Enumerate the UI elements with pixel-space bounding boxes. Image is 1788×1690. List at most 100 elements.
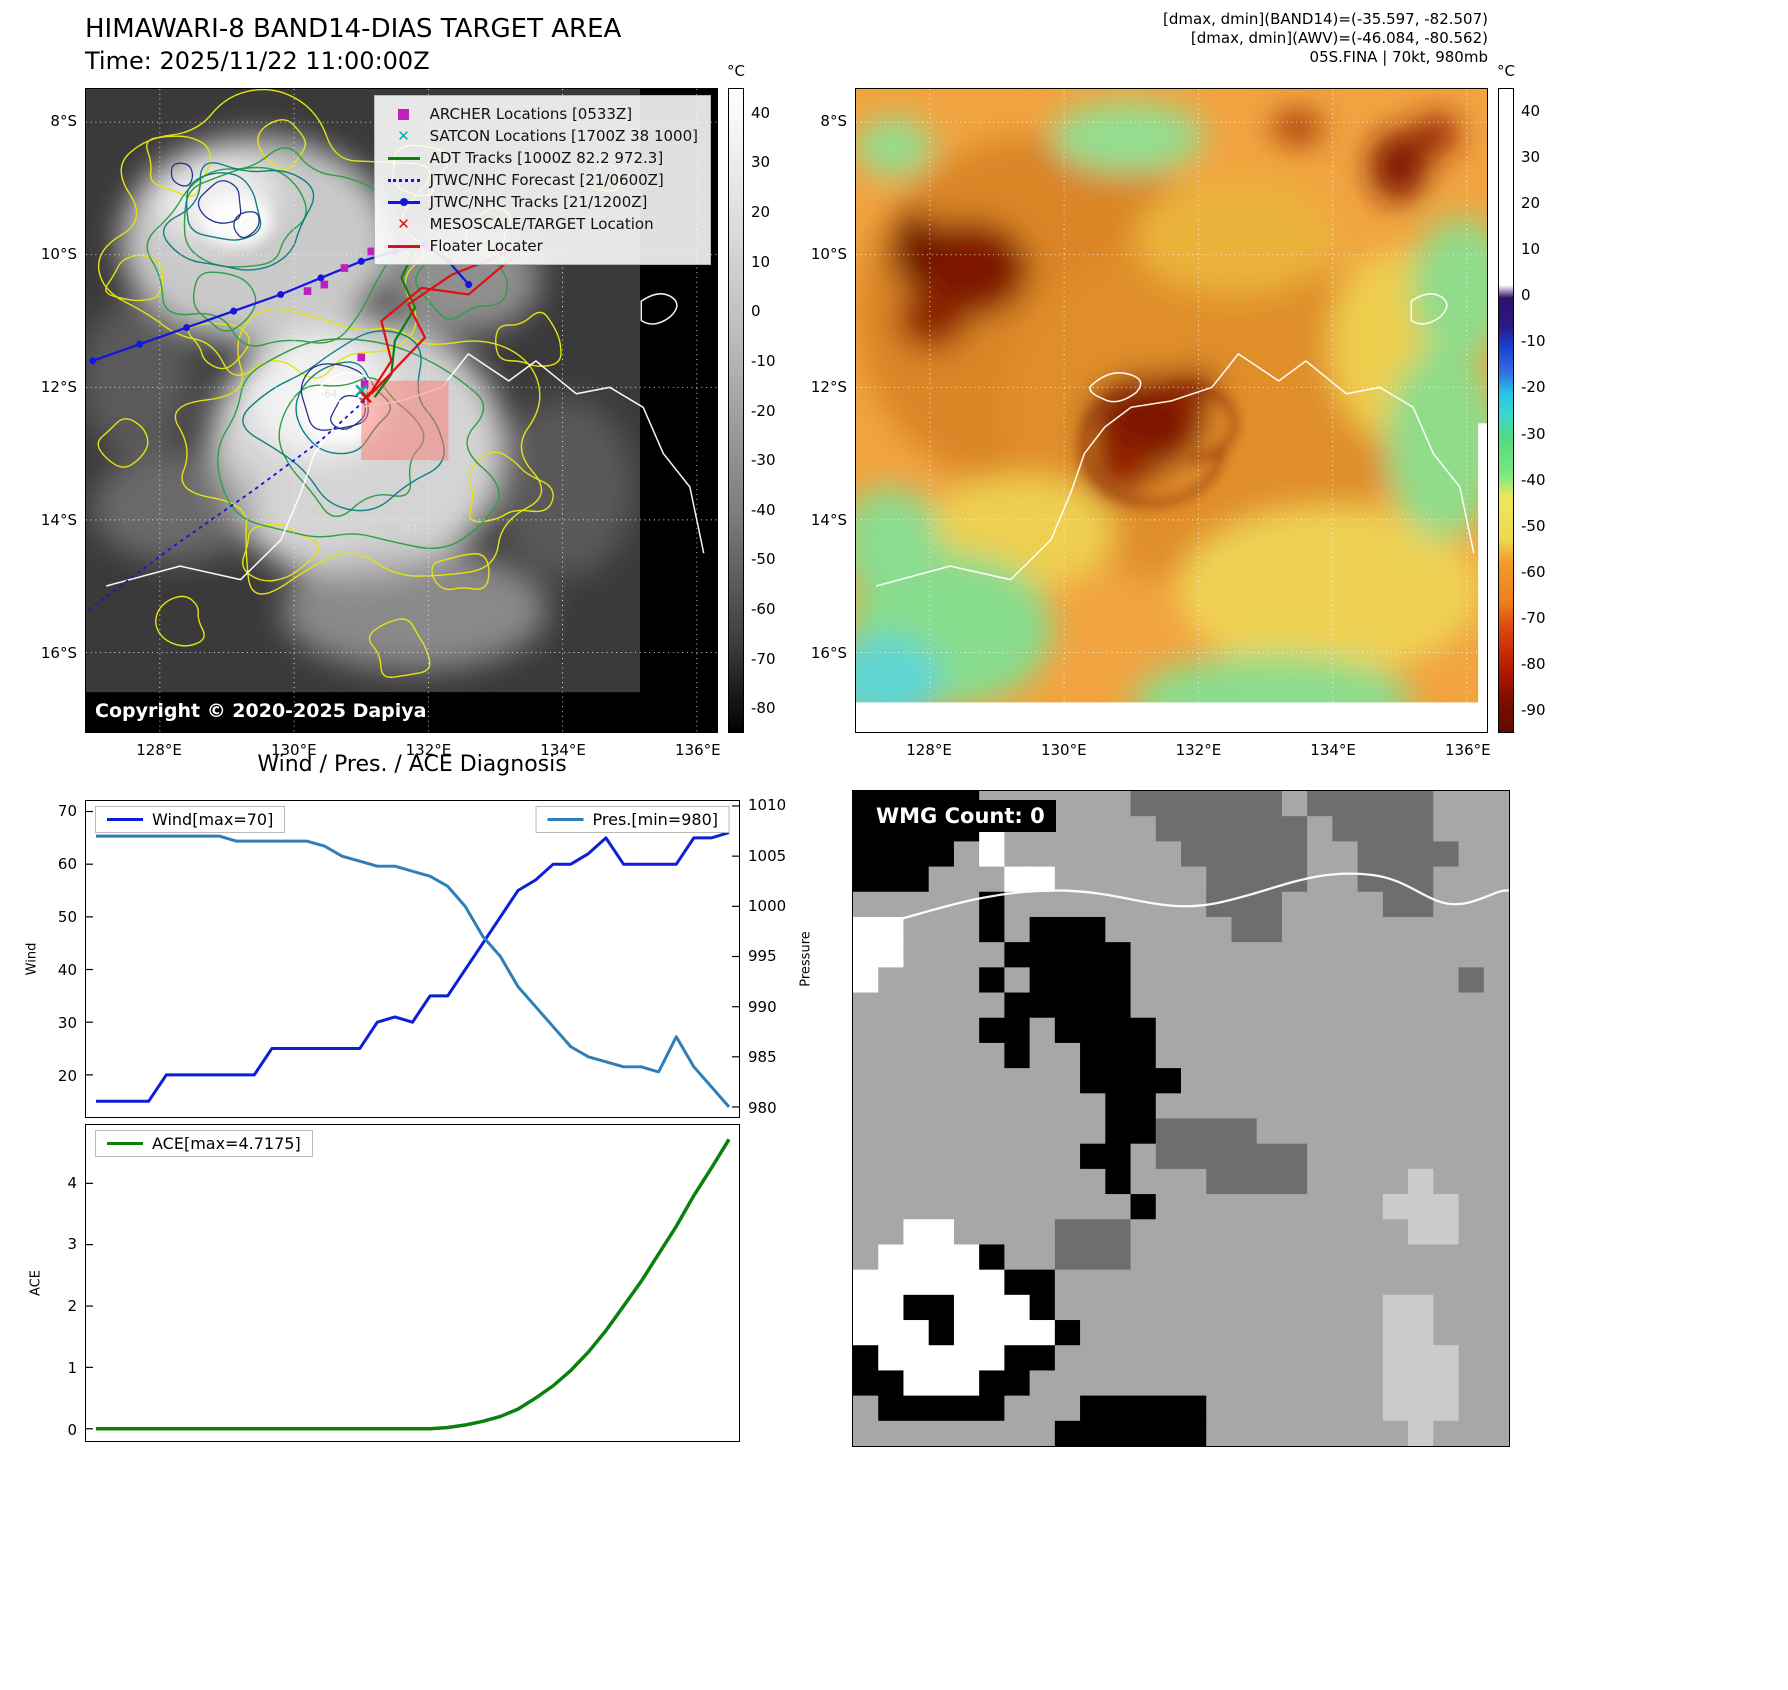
lat-tick-label: 8°S bbox=[50, 112, 77, 131]
lat-tick-label: 12°S bbox=[40, 378, 77, 397]
legend-label: ARCHER Locations [0533Z] bbox=[429, 105, 633, 123]
no-data-right bbox=[1478, 423, 1487, 732]
colorbar-tick-label: -60 bbox=[1521, 562, 1546, 581]
coastline bbox=[875, 293, 1475, 587]
colorbar-tick-label: 30 bbox=[751, 153, 771, 172]
svg-text:37: 37 bbox=[405, 525, 418, 536]
legend-label: Floater Locater bbox=[429, 237, 543, 255]
colorbar-tick-label: -20 bbox=[751, 401, 776, 420]
legend-item: Floater Locater bbox=[387, 235, 698, 257]
lon-tick-label: 134°E bbox=[1310, 741, 1356, 759]
colorbar-tick-label: -80 bbox=[751, 699, 776, 718]
pressure-legend-label: Pres.[min=980] bbox=[592, 810, 718, 829]
wind-legend: Wind[max=70] bbox=[95, 806, 286, 833]
no-data-bottom bbox=[856, 702, 1487, 732]
storm-intensity-label: 05S.FINA | 70kt, 980mb bbox=[1309, 48, 1488, 66]
chart-tick-label: 1 bbox=[67, 1358, 77, 1377]
chart-tick-label: 985 bbox=[748, 1048, 777, 1067]
ace-line-sample-icon bbox=[107, 1142, 143, 1145]
chart-tick-label: 990 bbox=[748, 997, 777, 1016]
colorbar-tick-label: -70 bbox=[1521, 608, 1546, 627]
chart-tick-label: 4 bbox=[67, 1173, 77, 1192]
ace-legend: ACE[max=4.7175] bbox=[95, 1130, 313, 1157]
lat-tick-label: 10°S bbox=[40, 245, 77, 264]
coastline bbox=[853, 872, 1509, 933]
lon-tick-label: 132°E bbox=[1175, 741, 1222, 759]
colorbar-tick-label: -80 bbox=[1521, 654, 1546, 673]
chart-tick-label: 1010 bbox=[748, 796, 787, 815]
chart-tick-label: 995 bbox=[748, 947, 777, 966]
colorbar-tick-label: -10 bbox=[751, 351, 776, 370]
pressure-line-sample-icon bbox=[547, 818, 584, 821]
colorbar-tick-label: 20 bbox=[1521, 194, 1541, 213]
legend-item: ADT Tracks [1000Z 82.2 972.3] bbox=[387, 147, 698, 169]
lat-tick-label: 14°S bbox=[40, 511, 77, 530]
wind-axis-label: Wind bbox=[24, 942, 40, 976]
legend-label: MESOSCALE/TARGET Location bbox=[429, 215, 654, 233]
ace-plot-area bbox=[86, 1138, 731, 1431]
awv-dmax-dmin: [dmax, dmin](AWV)=(-46.084, -80.562) bbox=[1190, 29, 1488, 47]
colorbar-tick-label: -40 bbox=[1521, 470, 1546, 489]
colorbar-unit-label: °C bbox=[1497, 62, 1515, 80]
lon-tick-label: 130°E bbox=[1040, 741, 1087, 759]
colorbar-tick-label: -30 bbox=[1521, 424, 1546, 443]
pressure-axis-label: Pressure bbox=[798, 931, 814, 987]
chart-tick-label: 70 bbox=[57, 801, 77, 820]
legend-label: SATCON Locations [1700Z 38 1000] bbox=[429, 127, 698, 145]
wind-pressure-plot-area bbox=[86, 805, 739, 1108]
lon-tick-label: 130°E bbox=[270, 741, 317, 759]
legend-item: ✕ SATCON Locations [1700Z 38 1000] bbox=[387, 125, 698, 147]
tr-satellite-plot bbox=[855, 88, 1488, 733]
colorbar-unit-label: °C bbox=[727, 62, 745, 80]
chart-tick-label: 3 bbox=[67, 1235, 77, 1254]
wmg-pixel-grid bbox=[853, 791, 1509, 1446]
chart-tick-label: 1000 bbox=[748, 897, 787, 915]
colorbar-tick-label: 30 bbox=[1521, 148, 1541, 167]
tr-enhanced-ir-image bbox=[856, 89, 1487, 732]
x-marker-icon: ✕ bbox=[397, 126, 410, 145]
colorbar-tick-label: 40 bbox=[1521, 102, 1541, 121]
lon-tick-label: 128°E bbox=[136, 741, 182, 759]
colorbar-tick-label: -90 bbox=[1521, 700, 1546, 719]
ir-cloud-field bbox=[856, 101, 1487, 732]
band14-dmax-dmin: [dmax, dmin](BAND14)=(-35.597, -82.507) bbox=[1163, 10, 1488, 28]
legend-item: JTWC/NHC Tracks [21/1200Z] bbox=[387, 191, 698, 213]
dotted-marker-icon bbox=[387, 178, 421, 182]
grid-lines bbox=[856, 89, 1487, 732]
tl-legend: ARCHER Locations [0533Z] ✕ SATCON Location… bbox=[373, 95, 711, 265]
chart-tick-label: 980 bbox=[748, 1098, 777, 1117]
colorbar-tick-label: 40 bbox=[751, 103, 771, 122]
lat-tick-label: 14°S bbox=[810, 511, 847, 530]
colorbar-tick-label: 10 bbox=[1521, 240, 1541, 259]
line-marker-icon bbox=[387, 156, 421, 160]
colorbar-tick-label: -20 bbox=[1521, 378, 1546, 397]
colorbar-tick-label: -50 bbox=[751, 550, 776, 569]
line-dot-marker-icon bbox=[387, 197, 421, 206]
coastline-branch bbox=[853, 931, 900, 963]
wmg-map bbox=[853, 791, 1509, 1446]
ace-chart bbox=[85, 1124, 740, 1442]
wmg-panel: WMG Count: 0 bbox=[852, 790, 1510, 1447]
wmg-count-badge: WMG Count: 0 bbox=[865, 800, 1056, 832]
chart-tick-label: 2 bbox=[67, 1297, 77, 1316]
lat-tick-label: 12°S bbox=[810, 378, 847, 397]
cyclone-swirl bbox=[1079, 384, 1239, 507]
tr-colorbar bbox=[1498, 88, 1514, 733]
chart-tick-label: 30 bbox=[57, 1013, 77, 1032]
pressure-legend: Pres.[min=980] bbox=[535, 806, 730, 833]
colorbar-tick-label: -60 bbox=[751, 599, 776, 618]
chart-tick-label: 20 bbox=[57, 1066, 77, 1085]
colorbar-tick-label: -10 bbox=[1521, 332, 1546, 351]
wind-legend-label: Wind[max=70] bbox=[152, 810, 274, 829]
chart-tick-label: 40 bbox=[57, 960, 77, 979]
colorbar-tick-label: -40 bbox=[751, 500, 776, 519]
chart-tick-label: 0 bbox=[67, 1420, 77, 1439]
diagnosis-title: Wind / Pres. / ACE Diagnosis bbox=[257, 752, 567, 777]
legend-label: JTWC/NHC Forecast [21/0600Z] bbox=[429, 171, 664, 189]
colorbar-tick-label: 20 bbox=[751, 203, 771, 222]
lat-tick-label: 8°S bbox=[820, 112, 847, 131]
colorbar-tick-label: -70 bbox=[751, 649, 776, 668]
lat-tick-label: 16°S bbox=[40, 644, 77, 663]
chart-tick-label: 60 bbox=[57, 854, 77, 873]
lat-tick-label: 10°S bbox=[810, 245, 847, 264]
